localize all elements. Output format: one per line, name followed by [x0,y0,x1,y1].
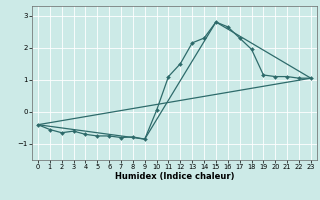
X-axis label: Humidex (Indice chaleur): Humidex (Indice chaleur) [115,172,234,181]
